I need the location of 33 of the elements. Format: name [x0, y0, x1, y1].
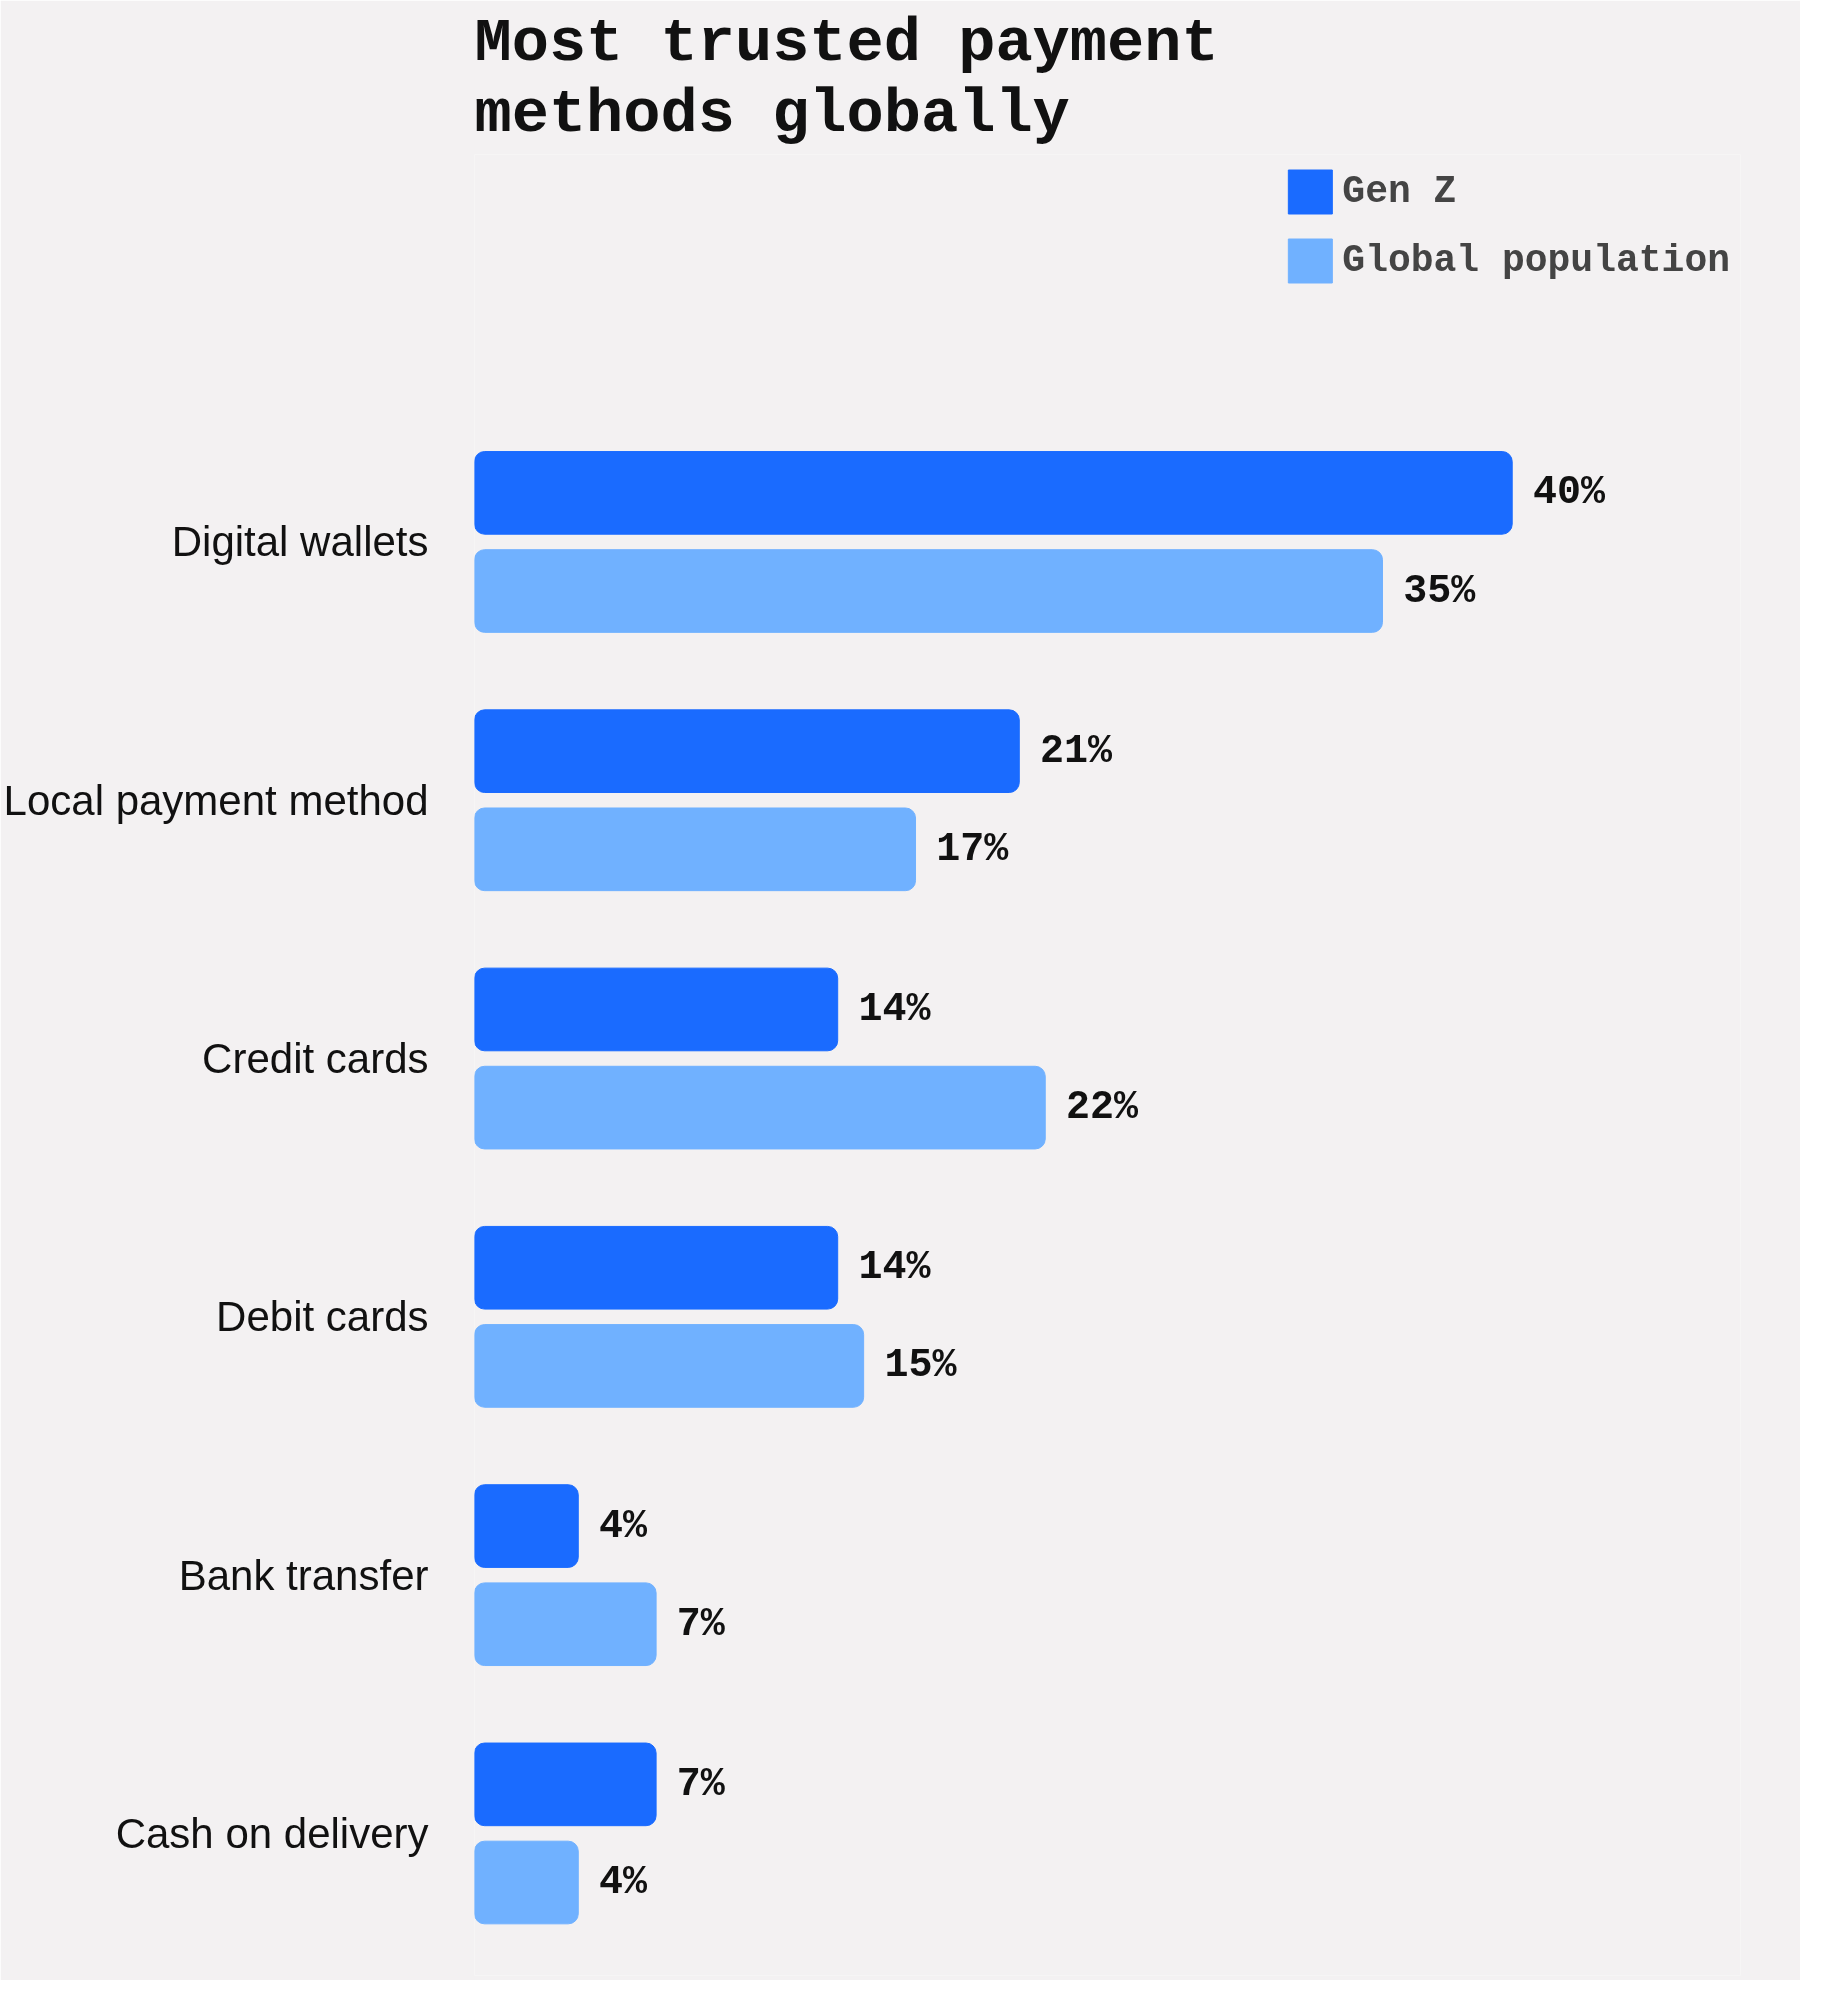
bar [474, 1324, 865, 1408]
legend-label: Gen Z [1342, 170, 1457, 213]
data-label: 4% [599, 1503, 649, 1549]
bar [474, 967, 839, 1052]
bar [474, 1582, 657, 1667]
bar [474, 807, 917, 892]
legend-label: Global population [1342, 239, 1730, 282]
data-label: 14% [858, 1245, 932, 1291]
data-label: 4% [599, 1860, 649, 1906]
y-tick-label: Bank transfer [178, 1551, 429, 1599]
y-tick-label: Cash on delivery [115, 1809, 429, 1857]
bar [474, 1065, 1046, 1150]
y-tick-label: Local payment method [3, 776, 429, 824]
bar [474, 709, 1020, 793]
data-label: 7% [676, 1601, 726, 1647]
bar [474, 549, 1383, 633]
bar [474, 451, 1513, 535]
y-tick-label: Digital wallets [171, 518, 429, 566]
data-label: 7% [676, 1761, 726, 1807]
data-label: 40% [1532, 470, 1606, 516]
y-tick-label: Debit cards [216, 1293, 429, 1341]
data-label: 35% [1403, 568, 1477, 614]
y-tick-label: Credit cards [202, 1035, 429, 1083]
data-label: 22% [1065, 1085, 1139, 1131]
data-label: 17% [936, 826, 1010, 872]
data-label: 15% [884, 1343, 958, 1389]
data-label: 21% [1040, 728, 1114, 774]
bar [474, 1742, 657, 1827]
data-label: 14% [858, 986, 932, 1032]
bar [474, 1484, 579, 1568]
bar [474, 1225, 839, 1310]
chart-title: Most trusted payment methods globally [474, 7, 1219, 150]
bar [474, 1840, 579, 1925]
